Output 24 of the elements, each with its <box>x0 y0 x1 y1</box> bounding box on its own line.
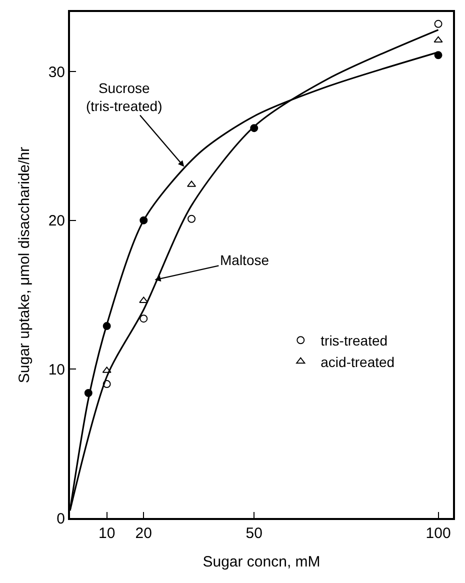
annotation: Maltose <box>220 252 270 268</box>
point <box>140 216 148 224</box>
point <box>84 388 92 397</box>
point <box>434 20 442 28</box>
y-axis-title: Sugar uptake, μmol disaccharide/hr <box>16 146 34 384</box>
point <box>102 322 111 330</box>
x-axis-title: Sugar concn, mM <box>202 554 320 570</box>
legend-label: acid-treated <box>320 354 395 370</box>
point <box>434 51 442 60</box>
point <box>250 124 258 132</box>
x-tick-label: 20 <box>135 525 152 542</box>
point <box>188 214 196 223</box>
y-tick-label: 10 <box>48 361 65 378</box>
y-tick-label: 20 <box>48 212 65 230</box>
y-tick-label: 0 <box>56 510 65 528</box>
x-tick-label: 100 <box>426 525 451 542</box>
point <box>102 380 111 388</box>
annotation: Sucrose (tris-treated) <box>86 80 162 114</box>
x-tick-label: 10 <box>98 525 116 542</box>
point <box>434 36 443 43</box>
y-tick-label: 30 <box>48 64 65 81</box>
point <box>140 314 148 323</box>
x-tick-label: 50 <box>246 525 262 542</box>
legend-label: tris-treated <box>320 332 388 349</box>
